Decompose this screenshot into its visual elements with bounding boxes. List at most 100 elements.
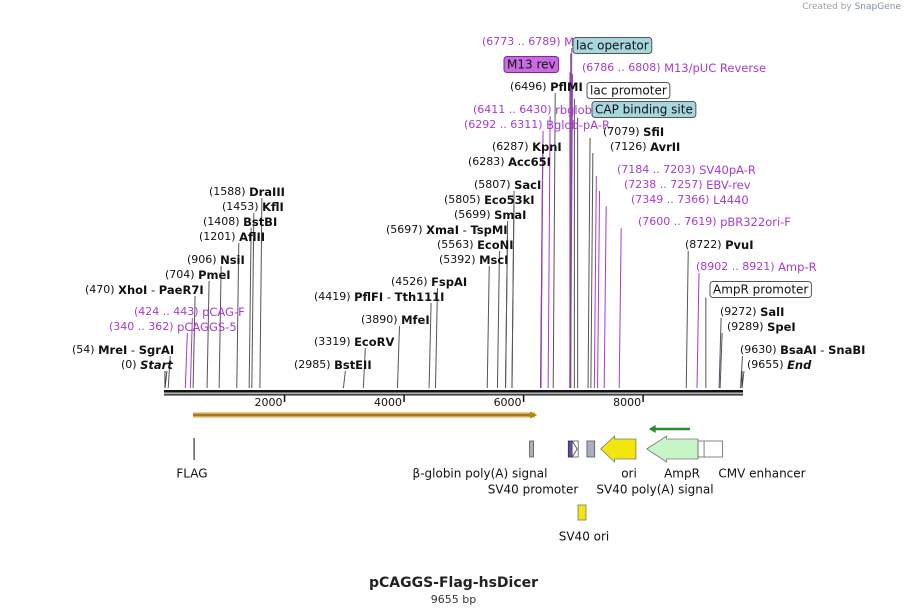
site-fspai[interactable]: (4526) FspAI bbox=[391, 275, 467, 289]
site-kfli[interactable]: (1453) KflI bbox=[222, 200, 284, 214]
track-cmv-enhancer[interactable] bbox=[697, 440, 723, 458]
site-pflfi[interactable]: (4419) PflFI - Tth111I bbox=[314, 290, 444, 304]
site-nsii[interactable]: (906) NsiI bbox=[187, 253, 245, 267]
site-name: SpeI bbox=[767, 320, 796, 334]
track-globin-poly-a-signal[interactable] bbox=[529, 440, 534, 458]
site-name: MscI bbox=[479, 253, 508, 267]
site-end[interactable]: (9655) End bbox=[747, 358, 812, 372]
feature-lac-promoter[interactable]: lac promoter bbox=[586, 82, 671, 99]
track-label-sv40-ori: SV40 ori bbox=[559, 530, 610, 544]
track-sv40-ori[interactable] bbox=[577, 504, 587, 521]
feature-cap-binding-site[interactable]: CAP binding site bbox=[591, 101, 697, 118]
site-position: (1453) bbox=[222, 200, 262, 213]
site-msci[interactable]: (5392) MscI bbox=[439, 253, 508, 267]
site-leader-lines bbox=[164, 47, 745, 389]
site-l4440[interactable]: (7349 .. 7366) L4440 bbox=[631, 193, 749, 207]
leader-line bbox=[540, 130, 544, 389]
site-position: (2985) bbox=[294, 358, 334, 371]
feature-ampr-promoter[interactable]: AmpR promoter bbox=[709, 281, 812, 298]
site-bstbi[interactable]: (1408) BstBI bbox=[203, 215, 277, 229]
site-amp-r[interactable]: (8902 .. 8921) Amp-R bbox=[696, 260, 817, 274]
credit-prefix: Created by bbox=[802, 2, 852, 12]
site-pbr322ori-f-label: (7600 .. 7619) pBR322ori-F bbox=[638, 215, 791, 229]
site-pflmi[interactable]: (6496) PflMI bbox=[510, 80, 583, 94]
site-xmai[interactable]: (5697) XmaI - TspMI bbox=[386, 223, 508, 237]
leader-line bbox=[434, 287, 438, 389]
site-xhoi[interactable]: (470) XhoI - PaeR7I bbox=[85, 283, 204, 297]
site-ebv-rev-label: (7238 .. 7257) EBV-rev bbox=[624, 178, 751, 192]
site-pcag-f[interactable]: (424 .. 443) pCAG-F bbox=[134, 305, 245, 319]
site-name: SfiI bbox=[643, 125, 664, 139]
track-ori[interactable] bbox=[600, 435, 637, 463]
track-label-flag: FLAG bbox=[176, 467, 207, 481]
site-ebv-rev[interactable]: (7238 .. 7257) EBV-rev bbox=[624, 178, 751, 192]
leader-line bbox=[189, 317, 193, 389]
feature-label: AmpR promoter bbox=[713, 283, 808, 297]
site-start[interactable]: (0) Start bbox=[121, 358, 173, 372]
site-nsii-label: (906) NsiI bbox=[187, 253, 245, 267]
track-sv40-promoter[interactable] bbox=[567, 440, 573, 458]
site-spei[interactable]: (9289) SpeI bbox=[727, 320, 796, 334]
track-ampr[interactable] bbox=[645, 435, 699, 463]
site-position: (0) bbox=[121, 358, 140, 371]
site-position: (7600 .. 7619) bbox=[638, 215, 720, 228]
leader-line bbox=[248, 227, 252, 389]
site-pvui[interactable]: (8722) PvuI bbox=[685, 238, 753, 252]
site-bsteii[interactable]: (2985) BstEII bbox=[294, 358, 372, 372]
site-aflii[interactable]: (1201) AflII bbox=[199, 230, 265, 244]
site-bglob-pa-r[interactable]: (6292 .. 6311) Bglob-pA-R bbox=[464, 118, 610, 132]
leader-line bbox=[396, 325, 400, 389]
site-eco53ki-label: (5805) Eco53kI bbox=[444, 193, 535, 207]
site-bsaai[interactable]: (9630) BsaAI - SnaBI bbox=[740, 343, 865, 357]
site-name: PmeI bbox=[198, 268, 231, 282]
site-name: FspAI bbox=[431, 275, 467, 289]
site-partner-name: Tth111I bbox=[395, 290, 445, 304]
track-sv40-poly-a-signal[interactable] bbox=[586, 440, 596, 458]
site-name: NsiI bbox=[220, 253, 245, 267]
site-draiii[interactable]: (1588) DraIII bbox=[209, 185, 285, 199]
site-smai[interactable]: (5699) SmaI bbox=[454, 208, 526, 222]
site-eco53ki[interactable]: (5805) Eco53kI bbox=[444, 193, 535, 207]
site-position: (470) bbox=[85, 283, 118, 296]
site-position: (8722) bbox=[685, 238, 725, 251]
site-name: EcoRV bbox=[354, 335, 394, 349]
site-name: Eco53kI bbox=[484, 193, 535, 207]
site-bglob-pa-r-label: (6292 .. 6311) Bglob-pA-R bbox=[464, 118, 610, 132]
site-mrei[interactable]: (54) MreI - SgrAI bbox=[72, 343, 174, 357]
site-sv40pa-r-label: (7184 .. 7203) SV40pA-R bbox=[617, 163, 756, 177]
site-sv40pa-r[interactable]: (7184 .. 7203) SV40pA-R bbox=[617, 163, 756, 177]
plasmid-title: pCAGGS-Flag-hsDicer bbox=[368, 575, 539, 591]
site-position: (5563) bbox=[437, 238, 477, 251]
site-m13-puc-reverse[interactable]: (6786 .. 6808) M13/pUC Reverse bbox=[582, 61, 766, 75]
site-econi[interactable]: (5563) EcoNI bbox=[437, 238, 514, 252]
site-pbr322ori-f[interactable]: (7600 .. 7619) pBR322ori-F bbox=[638, 215, 791, 229]
track-label-ampr: AmpR bbox=[664, 467, 700, 481]
site-start-label: (0) Start bbox=[121, 358, 173, 372]
site-name: pCAGGS-5 bbox=[177, 320, 237, 334]
site-pcaggs-5-label: (340 .. 362) pCAGGS-5 bbox=[109, 320, 237, 334]
leader-line bbox=[192, 295, 196, 389]
site-kpni[interactable]: (6287) KpnI bbox=[492, 140, 562, 154]
feature-label: M13 rev bbox=[507, 58, 556, 72]
site-position: (7349 .. 7366) bbox=[631, 193, 713, 206]
feature-lac-operator[interactable]: lac operator bbox=[572, 37, 653, 54]
site-pcaggs-5[interactable]: (340 .. 362) pCAGGS-5 bbox=[109, 320, 237, 334]
leader-line bbox=[603, 205, 607, 389]
site-name: Bglob-pA-R bbox=[546, 118, 610, 132]
site-avrii[interactable]: (7126) AvrII bbox=[610, 140, 680, 154]
site-sfii[interactable]: (7079) SfiI bbox=[603, 125, 664, 139]
site-pmei[interactable]: (704) PmeI bbox=[165, 268, 231, 282]
site-position: (6287) bbox=[492, 140, 532, 153]
site-acc65i[interactable]: (6283) Acc65I bbox=[468, 155, 551, 169]
site-name: BsaAI bbox=[780, 343, 817, 357]
site-saci[interactable]: (5807) SacI bbox=[474, 178, 541, 192]
site-mfei[interactable]: (3890) MfeI bbox=[361, 313, 430, 327]
plasmid-length: 9655 bp bbox=[430, 593, 477, 606]
site-ecorv[interactable]: (3319) EcoRV bbox=[314, 335, 395, 349]
leader-line bbox=[719, 332, 723, 389]
site-bsteii-label: (2985) BstEII bbox=[294, 358, 372, 372]
feature-m13-rev[interactable]: M13 rev bbox=[503, 56, 560, 73]
site-sali[interactable]: (9272) SalI bbox=[720, 305, 784, 319]
site-position: (5807) bbox=[474, 178, 514, 191]
leader-line bbox=[167, 355, 171, 389]
